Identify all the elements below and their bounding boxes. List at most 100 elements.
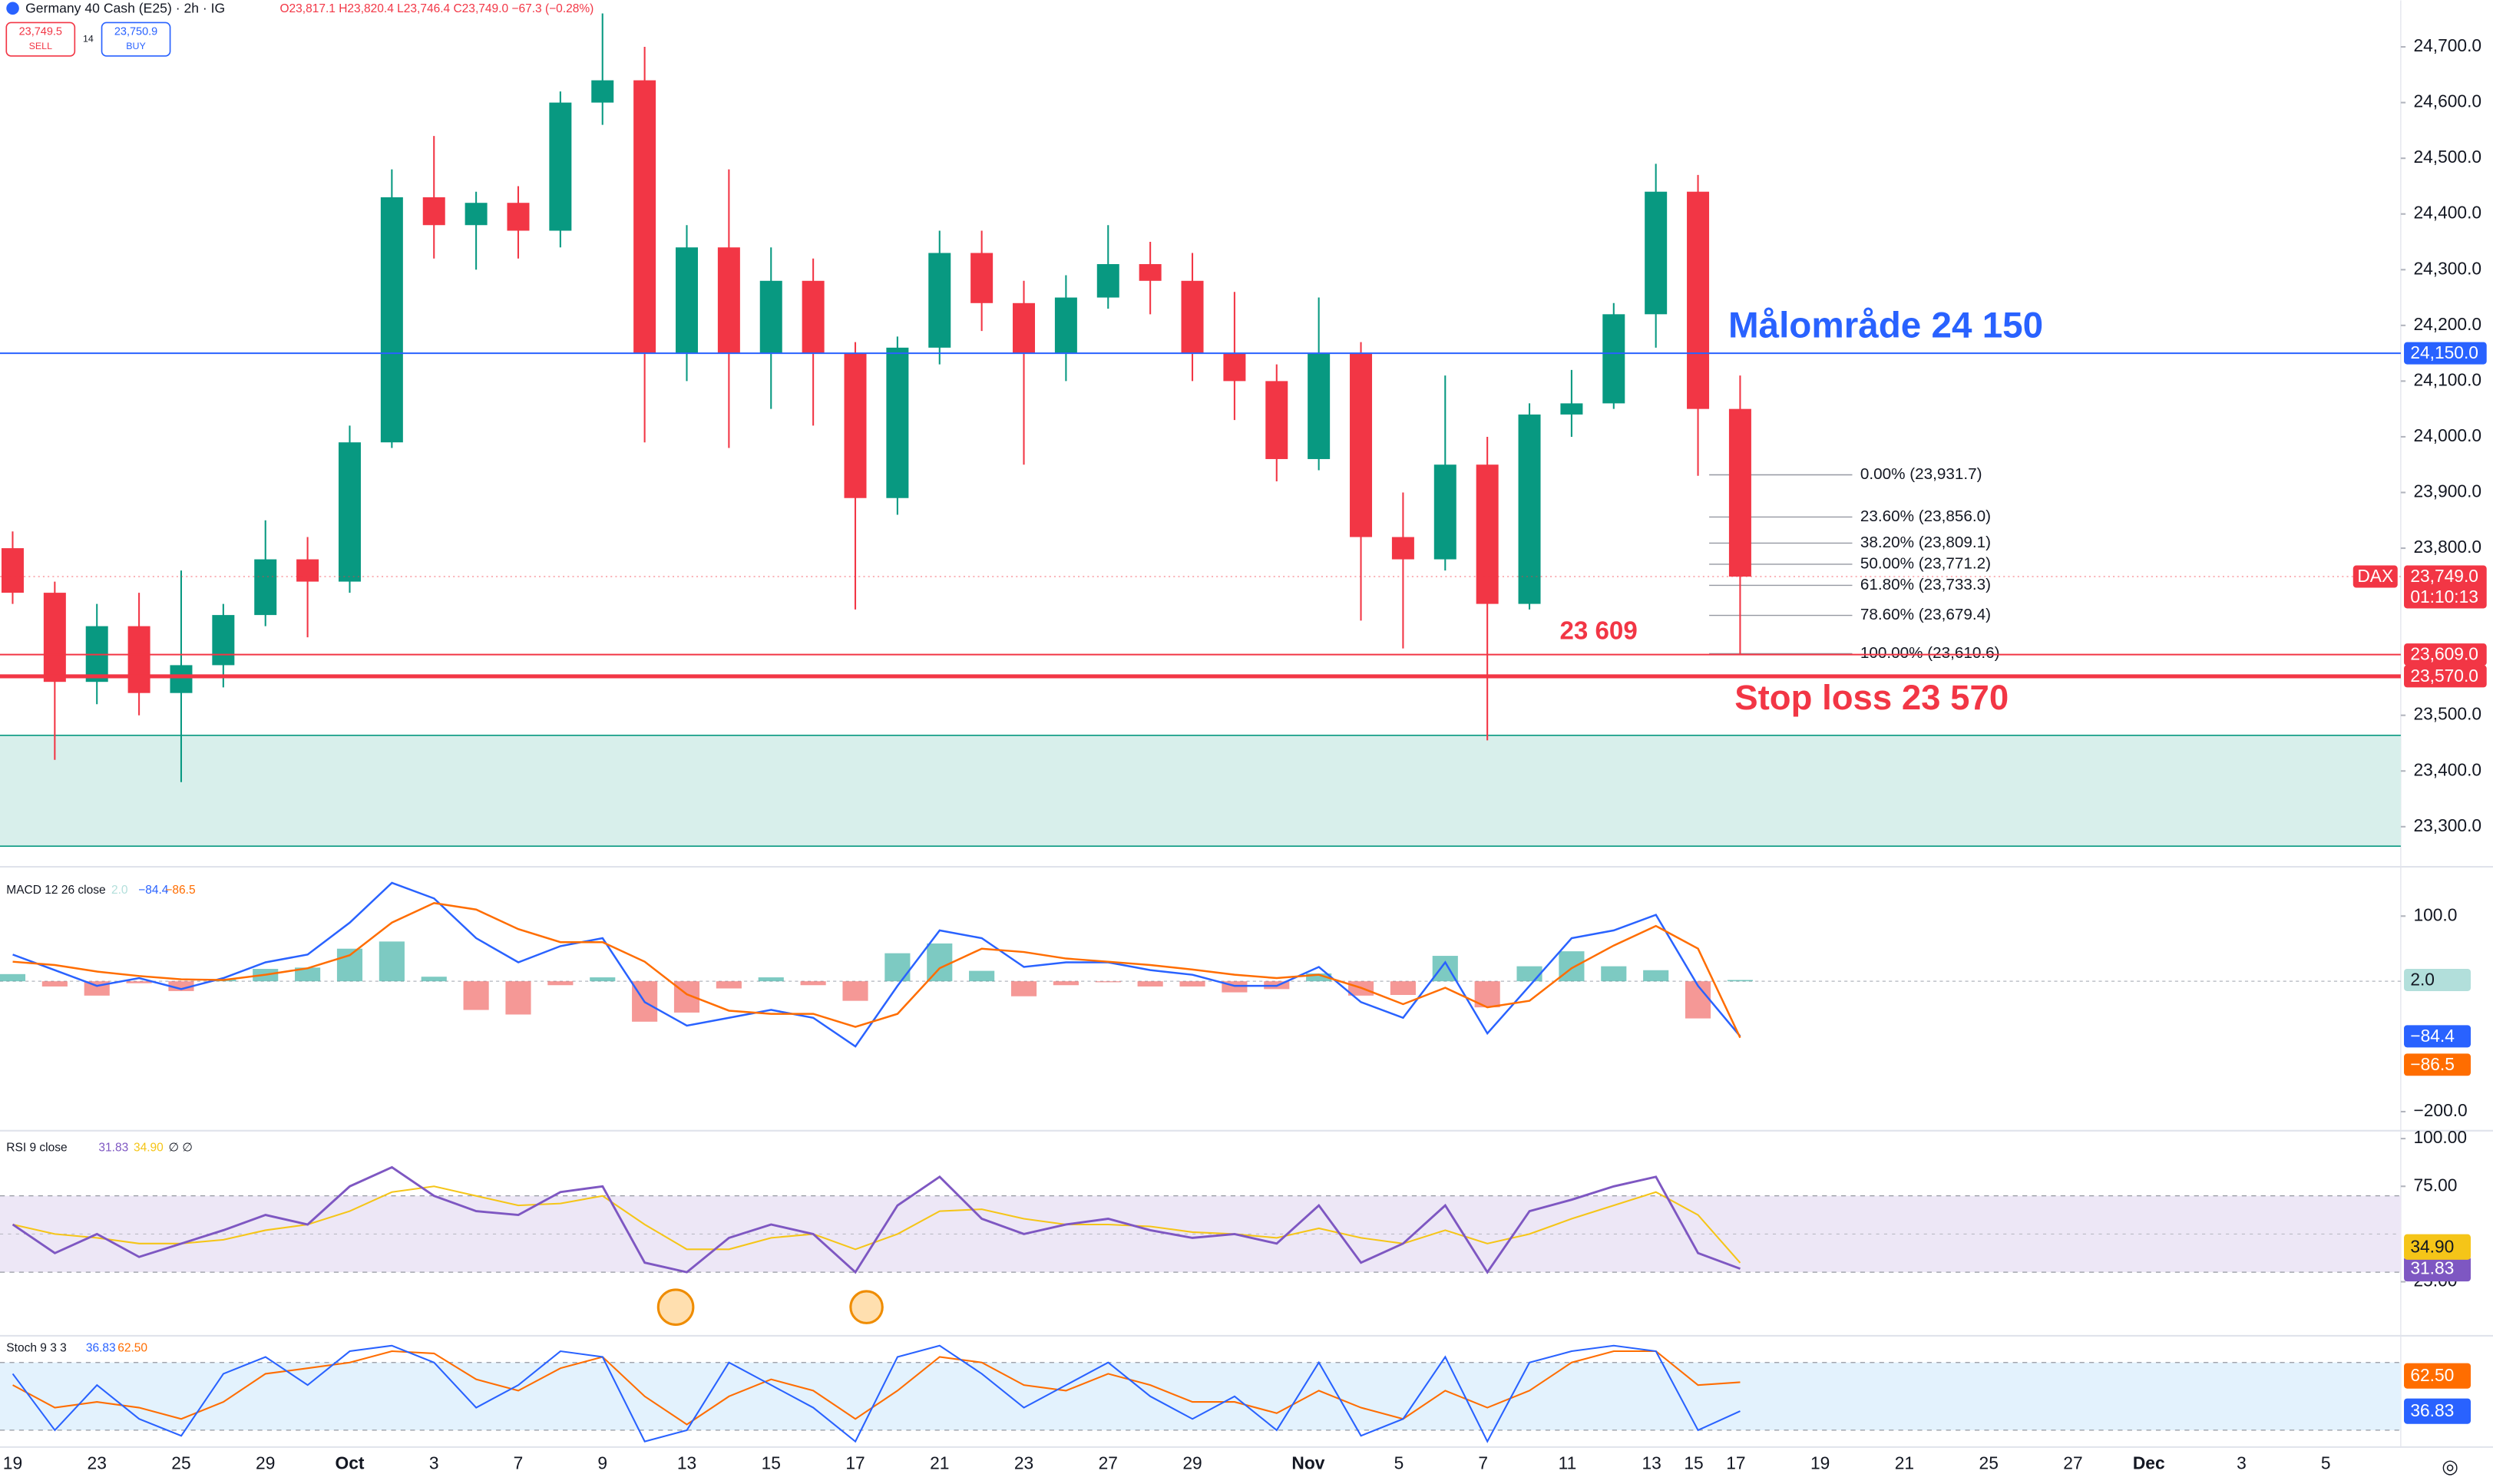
- candle-body: [1645, 191, 1668, 315]
- x-tick-label: 7: [1478, 1453, 1488, 1473]
- value-badge-label: −84.4: [2410, 1026, 2455, 1046]
- candle-body: [844, 353, 867, 498]
- candle-body: [1350, 353, 1373, 537]
- histogram-bar: [505, 981, 531, 1015]
- histogram-bar: [421, 977, 447, 982]
- histogram-bar: [1685, 981, 1711, 1019]
- y-tick-label: 24,100.0: [2413, 369, 2481, 389]
- y-tick-label: 100.00: [2413, 1127, 2467, 1147]
- legend-value: −84.4: [138, 884, 169, 897]
- y-tick-label: 100.0: [2413, 904, 2457, 924]
- indicator-title: RSI 9 close: [6, 1142, 67, 1155]
- candle-body: [549, 102, 572, 231]
- candle-body: [802, 280, 825, 354]
- y-tick-label: 75.00: [2413, 1175, 2457, 1195]
- y-tick-label: 24,700.0: [2413, 35, 2481, 55]
- candle-body: [1308, 353, 1331, 459]
- symbol-label: DAX: [2357, 566, 2393, 586]
- x-tick-label: 15: [1684, 1453, 1703, 1473]
- histogram-bar: [41, 981, 68, 987]
- x-tick-label: 15: [762, 1453, 781, 1473]
- rsi-line: [12, 1165, 1741, 1274]
- highlight-circle: [849, 1290, 884, 1324]
- macd-line: [12, 881, 1741, 1048]
- value-badge: [2404, 968, 2472, 991]
- level-badge-label: 23,570.0: [2410, 666, 2478, 686]
- x-tick-label: 23: [1014, 1453, 1033, 1473]
- x-tick-label: 27: [2063, 1453, 2082, 1473]
- candle-body: [296, 559, 319, 582]
- value-badge-label: 34.90: [2410, 1236, 2454, 1256]
- value-badge-label: 31.83: [2410, 1258, 2454, 1278]
- histogram-bar: [1095, 981, 1121, 983]
- fib-label: 23.60% (23,856.0): [1860, 507, 1991, 525]
- level-annotation: Stop loss 23 570: [1734, 678, 2009, 717]
- x-tick-label: 3: [2237, 1453, 2247, 1473]
- x-tick-label: 17: [845, 1453, 865, 1473]
- legend-extra: ∅ ∅: [169, 1142, 193, 1155]
- candle-body: [338, 442, 361, 582]
- candle-body: [170, 665, 193, 693]
- buy-label: BUY: [126, 41, 146, 51]
- value-badge-label: 62.50: [2410, 1365, 2454, 1385]
- candle-body: [1560, 403, 1583, 415]
- y-tick-label: 24,400.0: [2413, 203, 2481, 223]
- value-badge-label: 2.0: [2410, 970, 2435, 990]
- level-annotation: 23 609: [1559, 616, 1637, 645]
- indicator-title: MACD 12 26 close: [6, 884, 105, 897]
- highlight-circle: [656, 1288, 695, 1326]
- histogram-bar: [1306, 973, 1332, 982]
- y-tick-label: −200.0: [2413, 1100, 2467, 1120]
- ohlc: O23,817.1 H23,820.4 L23,746.4 C23,749.0 …: [279, 2, 593, 15]
- x-tick-label: 11: [1559, 1453, 1577, 1473]
- candle-body: [970, 253, 994, 303]
- x-tick-label: 13: [1642, 1453, 1661, 1473]
- y-tick-label: 23,900.0: [2413, 481, 2481, 501]
- symbol-badge: [2352, 565, 2398, 588]
- x-tick-label: Oct: [336, 1453, 365, 1473]
- histogram-bar: [927, 943, 953, 982]
- legend-value: 34.90: [134, 1142, 164, 1155]
- candle-body: [1391, 537, 1414, 560]
- candle-body: [1054, 297, 1077, 354]
- level-badge: [2404, 665, 2487, 688]
- histogram-bar: [1179, 981, 1205, 987]
- histogram-bar: [379, 941, 405, 982]
- candle-body: [254, 559, 277, 616]
- x-tick-label: 5: [2321, 1453, 2331, 1473]
- histogram-bar: [800, 981, 826, 986]
- y-tick-label: 24,500.0: [2413, 147, 2481, 167]
- x-tick-label: 7: [514, 1453, 524, 1473]
- histogram-bar: [1137, 981, 1163, 987]
- rsi-line: [12, 1185, 1741, 1264]
- sell-label: SELL: [29, 41, 52, 51]
- candle-body: [1728, 408, 1751, 577]
- settings-icon[interactable]: ◎: [2442, 1456, 2458, 1477]
- x-tick-label: 23: [88, 1453, 107, 1473]
- y-tick-label: 24,600.0: [2413, 91, 2481, 111]
- histogram-bar: [295, 967, 321, 982]
- candle-body: [1265, 381, 1288, 459]
- histogram-bar: [1559, 951, 1585, 982]
- level-badge-label: 24,150.0: [2410, 342, 2478, 362]
- candle-body: [380, 197, 403, 443]
- y-tick-label: 23,500.0: [2413, 704, 2481, 724]
- indicator-title: Stoch 9 3 3: [6, 1342, 67, 1355]
- candle-body: [717, 247, 740, 354]
- fib-label: 50.00% (23,771.2): [1860, 554, 1991, 572]
- stoch-line: [12, 1344, 1741, 1443]
- sell-button[interactable]: [5, 21, 76, 57]
- histogram-bar: [884, 953, 911, 982]
- histogram-bar: [1010, 981, 1037, 996]
- candle-body: [928, 253, 951, 348]
- histogram-bar: [1643, 970, 1669, 982]
- candle-body: [759, 280, 782, 354]
- histogram-bar: [547, 981, 574, 986]
- x-tick-label: 25: [1979, 1453, 1999, 1473]
- histogram-bar: [1601, 966, 1627, 982]
- last-price-badge: [2404, 565, 2487, 609]
- buy-button[interactable]: [101, 21, 171, 57]
- candle-body: [1181, 280, 1204, 354]
